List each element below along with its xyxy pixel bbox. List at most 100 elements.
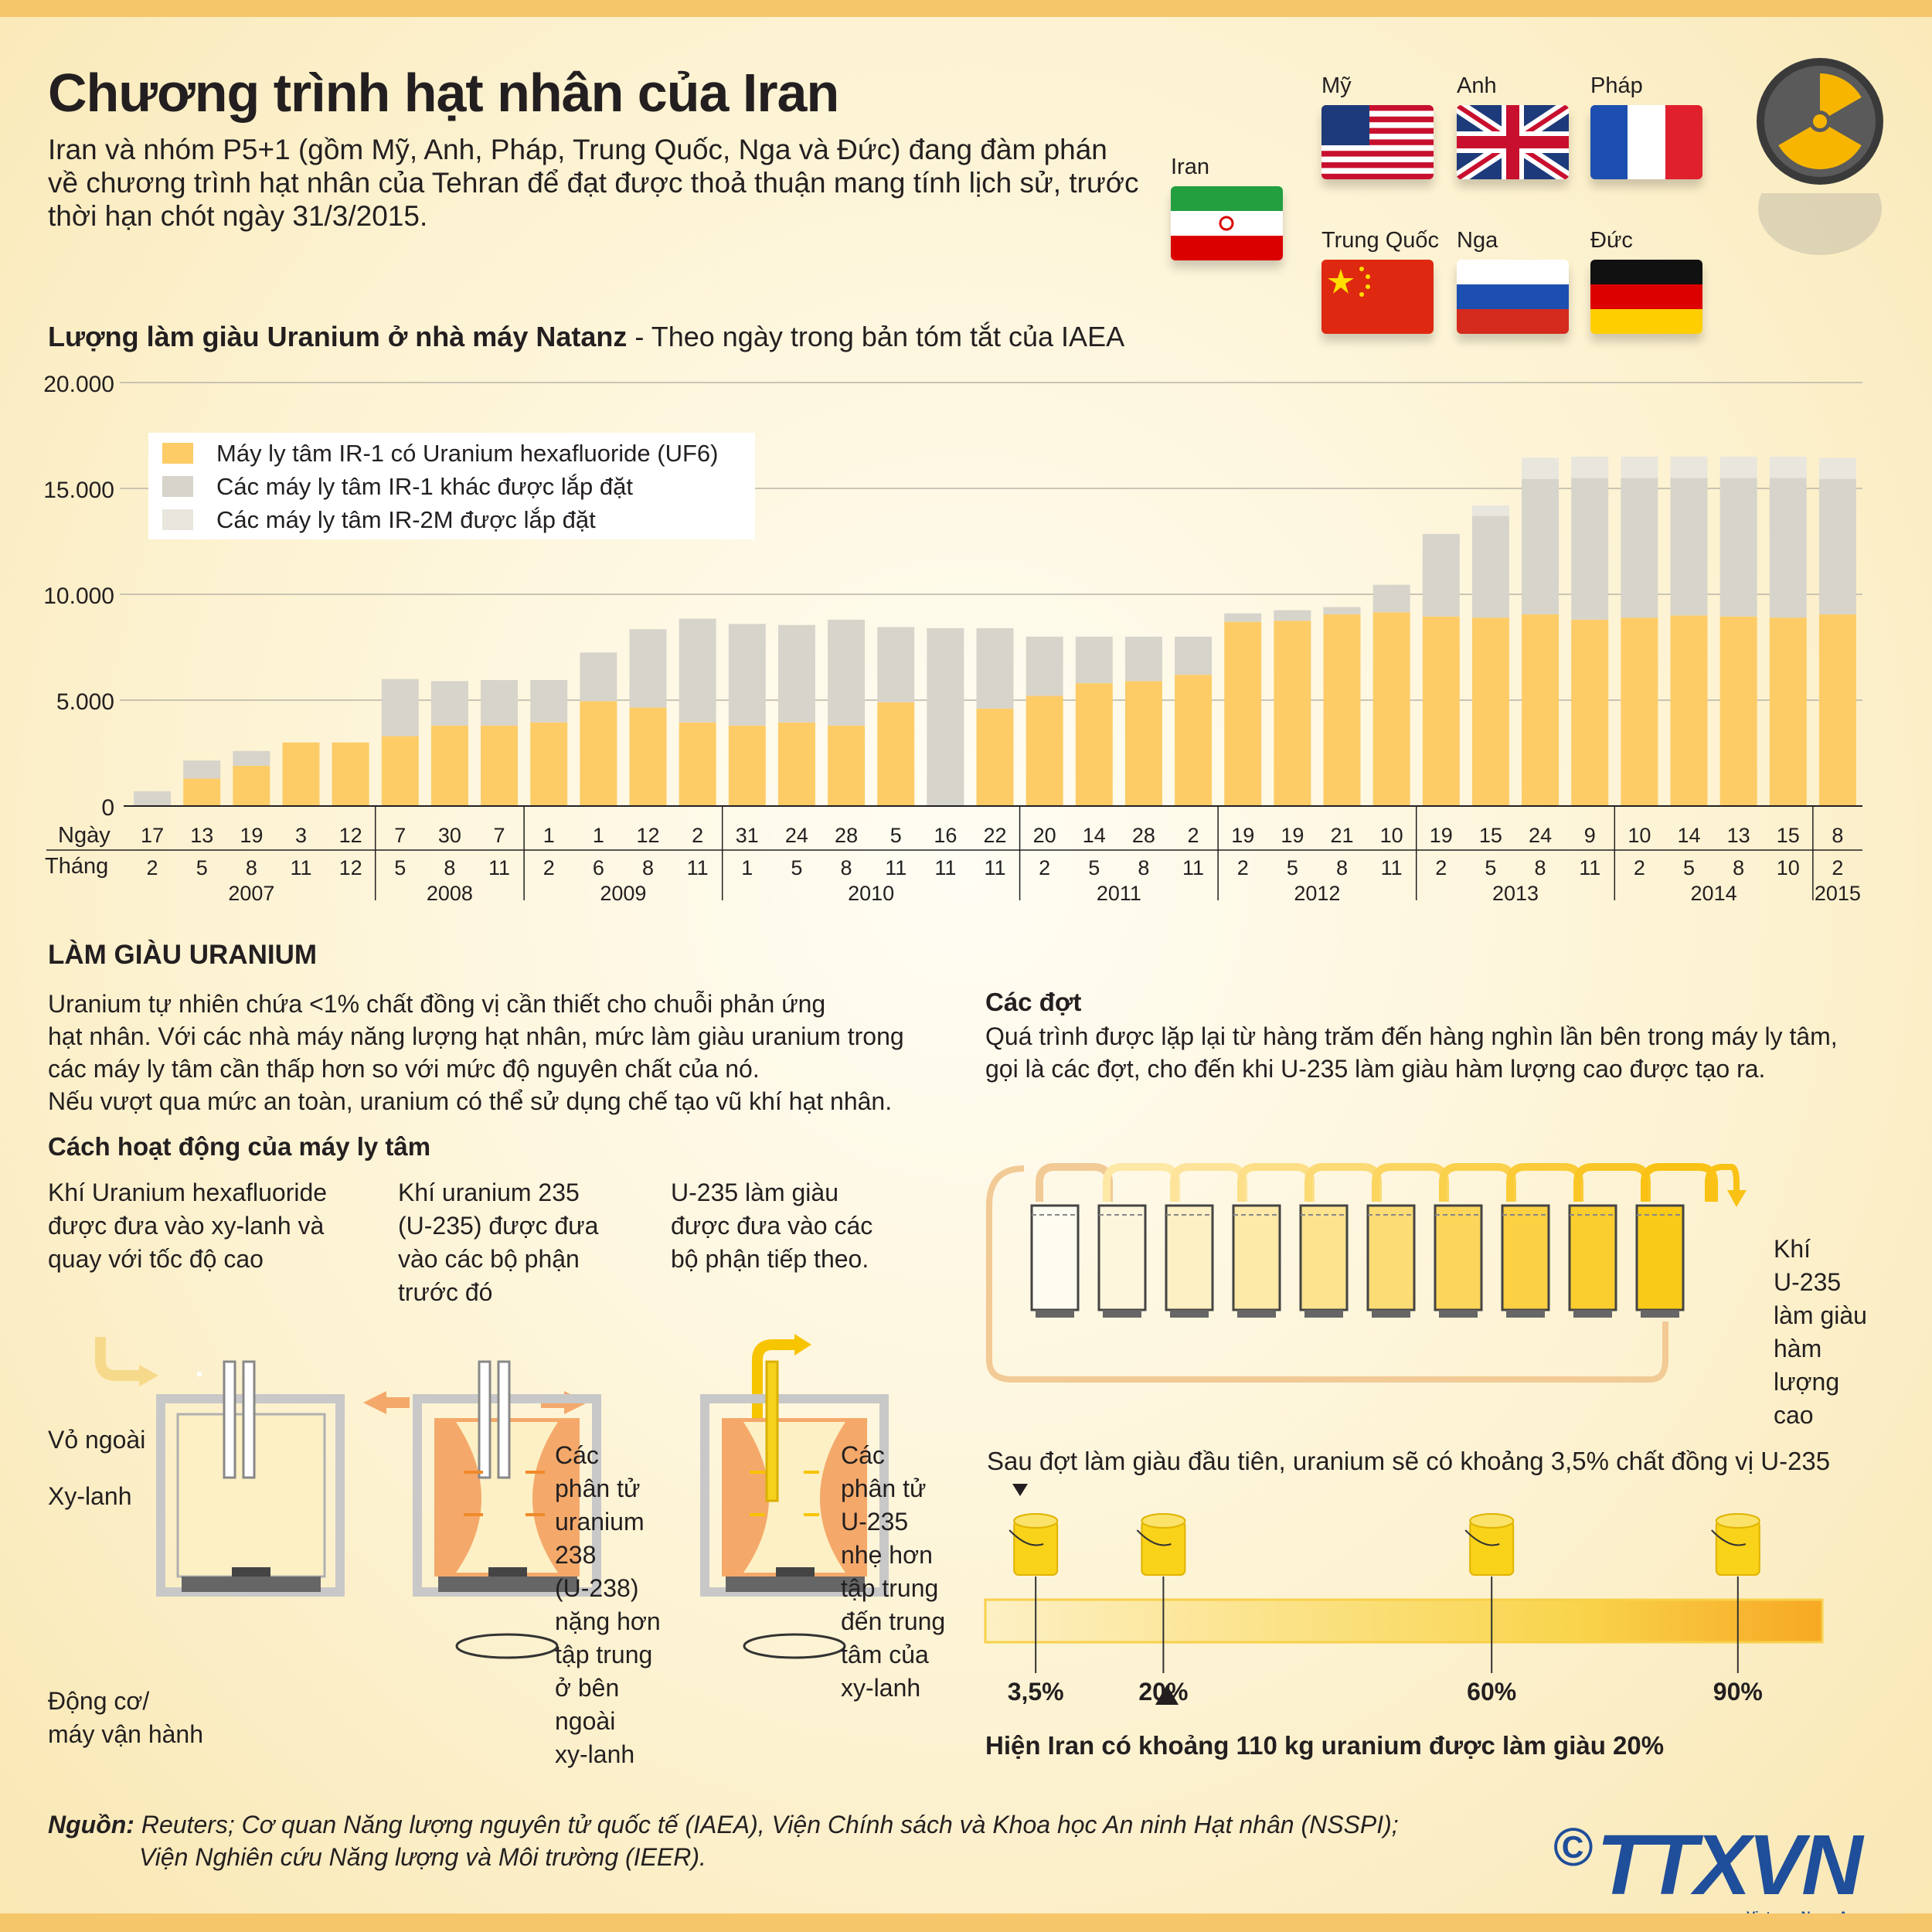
bar-segment-series-2 — [828, 619, 866, 726]
cascade-centrifuge — [1232, 1204, 1281, 1311]
enrichment-scale: 3,5%20%60%90% — [984, 1484, 1824, 1706]
flag-label-iran: Iran — [1171, 155, 1209, 179]
row-label-month: Tháng — [45, 854, 108, 879]
bar-segment-series-3 — [1769, 456, 1807, 478]
x-day-label: 20 — [1033, 824, 1056, 847]
cascade-base — [1103, 1310, 1141, 1318]
x-month-label: 11 — [1579, 856, 1600, 879]
x-day-label: 24 — [1529, 824, 1552, 847]
chart-heading: Lượng làm giàu Uranium ở nhà máy Natanz … — [48, 321, 1124, 353]
iran-flag-icon — [1171, 186, 1283, 260]
flag-germany: Đức — [1590, 228, 1730, 338]
x-month-label: 8 — [444, 856, 455, 879]
label-cylinder: Xy-lanh — [48, 1482, 132, 1510]
step1-line-3: quay với tốc độ cao — [48, 1245, 264, 1273]
enrich-title: LÀM GIÀU URANIUM — [48, 940, 318, 970]
x-year-label: 2015 — [1815, 882, 1861, 905]
flag-label-germany: Đức — [1590, 228, 1633, 253]
uranium-canister-top-icon — [1141, 1513, 1186, 1529]
chart-heading-bold: Lượng làm giàu Uranium ở nhà máy Natanz — [48, 321, 628, 352]
flag-label-us: Mỹ — [1321, 73, 1352, 98]
x-month-label: 2 — [1634, 856, 1645, 879]
bar-segment-series-3 — [1621, 456, 1658, 478]
note-u235-line: đến trung — [841, 1607, 946, 1635]
legend-label: Máy ly tâm IR-1 có Uranium hexafluoride … — [216, 440, 718, 467]
flag-china: Trung Quốc — [1321, 228, 1461, 338]
x-day-label: 30 — [438, 824, 461, 847]
bottom-bar — [0, 1913, 1932, 1932]
bar-segment-series-2 — [1026, 636, 1063, 696]
bar-segment-series-2 — [1372, 584, 1410, 613]
uranium-canister-icon — [1141, 1520, 1186, 1576]
cascade-loop — [1573, 1163, 1651, 1202]
x-month-label: 5 — [791, 856, 802, 879]
bar-segment-series-2 — [381, 679, 419, 736]
x-year-label: 2011 — [1097, 882, 1141, 905]
y-tick-label: 0 — [101, 795, 114, 821]
note-u238-line: ở bên — [555, 1674, 620, 1702]
x-day-label: 15 — [1777, 824, 1800, 847]
x-year-label: 2014 — [1691, 882, 1737, 905]
radiation-reflection-icon — [1758, 193, 1882, 255]
cascade-base — [1170, 1310, 1209, 1318]
bar-segment-series-1 — [1372, 612, 1410, 806]
legend-box — [148, 433, 755, 539]
note-u238-line: ngoài — [555, 1707, 616, 1735]
bar-segment-series-1 — [481, 725, 519, 806]
bar-segment-series-1 — [530, 722, 568, 806]
note-u235: Các phân tử U-235 nhẹ hơn tập trung đến … — [841, 1439, 945, 1705]
x-month-label: 11 — [934, 856, 956, 879]
x-month-label: 5 — [1088, 856, 1100, 879]
bar-segment-series-1 — [728, 725, 766, 806]
x-year-label: 2008 — [427, 882, 473, 905]
step2-line-4: trước đó — [398, 1278, 493, 1306]
legend-swatch — [162, 443, 193, 464]
bar-segment-series-1 — [1719, 616, 1757, 806]
flag-russia: Nga — [1457, 228, 1596, 338]
bar-segment-series-1 — [1274, 621, 1311, 806]
bar-segment-series-1 — [1818, 614, 1856, 806]
bar-segment-series-1 — [877, 702, 915, 806]
note-u235-line: Các — [841, 1441, 885, 1469]
bar-segment-series-1 — [332, 742, 369, 806]
x-day-label: 21 — [1330, 824, 1353, 847]
logo-text: TTXVN — [1597, 1818, 1863, 1913]
first-pass-marker-icon — [1012, 1484, 1028, 1496]
bar-segment-series-3 — [1471, 505, 1509, 516]
x-day-label: 7 — [494, 824, 505, 847]
copyright-icon: © — [1553, 1817, 1594, 1877]
bar-segment-series-3 — [1670, 456, 1708, 478]
enrich-body-line-2: hạt nhân. Với các nhà máy năng lượng hạt… — [48, 1022, 904, 1050]
chart-bars — [134, 456, 1856, 806]
cascade-base — [1304, 1310, 1343, 1318]
centrifuge-3 — [700, 1334, 889, 1659]
bar-segment-series-2 — [629, 629, 667, 708]
y-tick-label: 20.000 — [43, 372, 114, 397]
uk-flag-icon — [1453, 99, 1573, 185]
bar-segment-series-2 — [679, 618, 716, 723]
enrich-body-line-1: Uranium tự nhiên chứa <1% chất đồng vị c… — [48, 990, 826, 1018]
row-label-day: Ngày — [58, 823, 111, 848]
note-u235-line: tâm của — [841, 1641, 929, 1668]
rotation-arrow-icon — [1711, 1529, 1747, 1546]
x-month-label: 8 — [642, 856, 654, 879]
x-month-label: 5 — [1683, 856, 1695, 879]
rotation-arrow-icon — [1136, 1529, 1172, 1546]
x-day-label: 3 — [295, 824, 307, 847]
label-motor-line-2: máy vận hành — [48, 1720, 204, 1748]
cascade-output-arrow-icon — [1727, 1190, 1747, 1207]
step3-line-1: U-235 làm giàu — [671, 1179, 838, 1206]
ttxvn-logo: © TTXVN Vietnam News Agency — [1553, 1816, 1886, 1923]
russia-flag-icon — [1457, 260, 1569, 334]
x-day-label: 24 — [785, 824, 808, 847]
current-marker-icon — [1155, 1685, 1179, 1705]
x-day-label: 14 — [1677, 824, 1700, 847]
x-day-label: 2 — [1188, 824, 1199, 847]
scale-levels: 3,5%20%60%90% — [1008, 1513, 1763, 1706]
cascade-loop — [1641, 1163, 1718, 1202]
flag-france: Pháp — [1590, 73, 1730, 183]
cascade-base — [1506, 1310, 1545, 1318]
bar-segment-series-1 — [1175, 675, 1213, 806]
x-day-label: 12 — [636, 824, 659, 847]
top-bar — [0, 0, 1932, 17]
